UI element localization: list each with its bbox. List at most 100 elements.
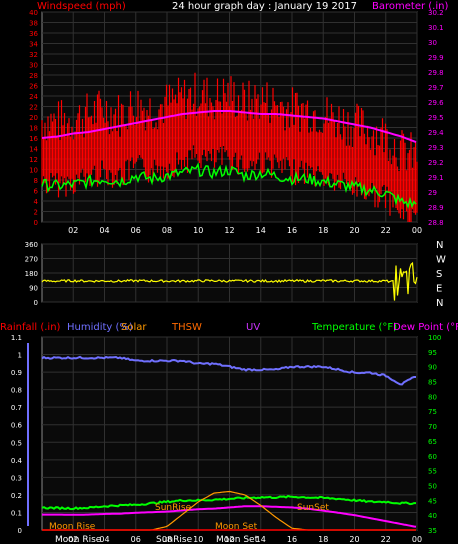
wind-time-tick-label: 00 xyxy=(412,226,422,235)
wind-left-tick-label: 18 xyxy=(29,125,38,133)
barometer-tick-label: 30.2 xyxy=(428,9,444,17)
wind-left-tick-label: 10 xyxy=(29,167,38,175)
compass-label: W xyxy=(436,255,446,266)
legend-temperature: Temperature (°F) xyxy=(311,322,397,333)
wind-time-tick-label: 02 xyxy=(68,226,78,235)
rainfall-tick-label: 1 xyxy=(18,352,22,360)
wind-left-tick-label: 34 xyxy=(29,41,38,49)
wind-direction-series xyxy=(41,261,418,301)
barometer-tick-label: 28.9 xyxy=(428,204,444,212)
direction-tick-label: 90 xyxy=(29,285,38,293)
temperature-tick-label: 35 xyxy=(428,527,437,535)
wind-left-tick-label: 12 xyxy=(29,156,38,164)
bottom-legend: Rainfall (.in) Humidity (%) Solar THSW U… xyxy=(0,322,458,333)
wind-time-tick-label: 12 xyxy=(224,226,234,235)
rainfall-tick-label: 0.7 xyxy=(11,404,22,412)
barometer-tick-label: 29.1 xyxy=(428,174,444,182)
wind-left-tick-label: 14 xyxy=(29,146,38,154)
rainfall-tick-label: 1.1 xyxy=(11,334,22,342)
rainfall-tick-label: 0.6 xyxy=(11,422,23,430)
temperature-f-series xyxy=(41,494,416,511)
wind-time-tick-label: 22 xyxy=(381,226,391,235)
climate-time-tick-label: 06 xyxy=(131,535,141,544)
temperature-tick-label: 55 xyxy=(428,468,437,476)
legend-humidity: Humidity (%) xyxy=(67,322,133,333)
wind-left-tick-label: 4 xyxy=(34,198,39,206)
climate-time-tick-label: 16 xyxy=(287,535,297,544)
wind-time-tick-label: 08 xyxy=(162,226,172,235)
climate-time-axis: 02 04 06 08 10 12 14 16 18 20 22 00 xyxy=(68,535,422,544)
climate-time-tick-label: 02 xyxy=(68,535,78,544)
wind-left-tick-label: 20 xyxy=(29,114,38,122)
temperature-tick-label: 65 xyxy=(428,438,437,446)
compass-label: E xyxy=(436,284,442,295)
humidity-series xyxy=(41,355,416,386)
windspeed-axis-label: Windspeed (mph) xyxy=(37,1,126,12)
wind-left-tick-label: 32 xyxy=(29,51,38,59)
wind-series xyxy=(41,72,418,222)
temperature-tick-label: 95 xyxy=(428,349,437,357)
annotation-sun-rise: SunRise xyxy=(155,503,192,513)
temperature-tick-label: 60 xyxy=(428,453,437,461)
dew-point-f-series xyxy=(42,505,417,528)
wind-time-axis: 02 04 06 08 10 12 14 16 18 20 22 00 xyxy=(68,226,422,235)
temperature-right-axis: 35 40 45 50 55 60 65 70 75 80 85 90 95 100 xyxy=(428,334,441,535)
rainfall-tick-label: 0.5 xyxy=(11,439,22,447)
wind-left-tick-label: 8 xyxy=(34,177,38,185)
annotation-sun-rise-axis: SunRise xyxy=(156,535,193,544)
wind-time-tick-label: 14 xyxy=(256,226,266,235)
rainfall-tick-label: 0.8 xyxy=(11,387,22,395)
barometer-series xyxy=(41,110,417,144)
rainfall-tick-label: 0.2 xyxy=(11,492,22,500)
wind-left-tick-label: 24 xyxy=(29,93,38,101)
barometer-tick-label: 29.6 xyxy=(428,99,444,107)
direction-grid xyxy=(42,243,418,303)
annotation-moon-set-axis: Moon Set xyxy=(216,535,259,544)
climate-time-tick-label: 12 xyxy=(224,535,234,544)
barometer-tick-label: 29.9 xyxy=(428,54,444,62)
rainfall-tick-label: 0.1 xyxy=(11,509,22,517)
wind-time-tick-label: 16 xyxy=(287,226,297,235)
direction-tick-label: 0 xyxy=(34,299,38,307)
direction-axis: 360 270 180 90 0 xyxy=(25,241,38,307)
wind-time-tick-label: 10 xyxy=(193,226,203,235)
barometer-tick-label: 29.4 xyxy=(428,129,444,137)
rainfall-left-axis: 0 0.1 0.2 0.3 0.4 0.5 0.6 0.7 0.8 0.9 1 1.1 xyxy=(11,334,23,535)
wind-left-tick-label: 30 xyxy=(29,62,38,70)
temperature-tick-label: 70 xyxy=(428,423,437,431)
compass-label: N xyxy=(436,298,443,309)
temperature-tick-label: 90 xyxy=(428,364,437,372)
wind-time-tick-label: 04 xyxy=(99,226,109,235)
direction-series xyxy=(41,261,418,301)
climate-time-tick-label: 18 xyxy=(318,535,328,544)
temperature-tick-label: 75 xyxy=(428,408,437,416)
compass-label: N xyxy=(436,240,443,251)
temperature-tick-label: 50 xyxy=(428,482,437,490)
wind-left-tick-label: 36 xyxy=(29,30,38,38)
direction-tick-label: 360 xyxy=(25,241,38,249)
barometer-tick-label: 30.1 xyxy=(428,24,444,32)
barometer-right-axis: 28.8 28.9 29 29.1 29.2 29.3 29.4 29.5 29.6 29.7 29… xyxy=(428,9,444,227)
wind-time-tick-label: 18 xyxy=(318,226,328,235)
barometer-tick-label: 29.8 xyxy=(428,69,444,77)
barometer-tick-label: 29.5 xyxy=(428,114,444,122)
rainfall-tick-label: 0 xyxy=(18,527,22,535)
temperature-tick-label: 100 xyxy=(428,334,441,342)
climate-time-tick-label: 20 xyxy=(349,535,359,544)
barometer-tick-label: 29.7 xyxy=(428,84,444,92)
wind-left-tick-label: 40 xyxy=(29,9,38,17)
temperature-tick-label: 45 xyxy=(428,497,437,505)
barometer-tick-label: 29 xyxy=(428,189,437,197)
legend-dewpoint: Dew Point (°F) xyxy=(393,322,458,333)
direction-tick-label: 180 xyxy=(25,270,38,278)
wind-left-tick-label: 28 xyxy=(29,72,38,80)
barometer-axis-label: Barometer (.in) xyxy=(372,1,448,12)
climate-panel: 0 0.1 0.2 0.3 0.4 0.5 0.6 0.7 0.8 0.9 1 1.1 35 40 45 5… xyxy=(11,334,442,544)
legend-solar: Solar xyxy=(121,322,147,333)
wind-left-tick-label: 26 xyxy=(29,83,38,91)
legend-thsw: THSW xyxy=(171,322,202,333)
climate-time-tick-label: 00 xyxy=(412,535,422,544)
rainfall-tick-label: 0.4 xyxy=(11,457,23,465)
